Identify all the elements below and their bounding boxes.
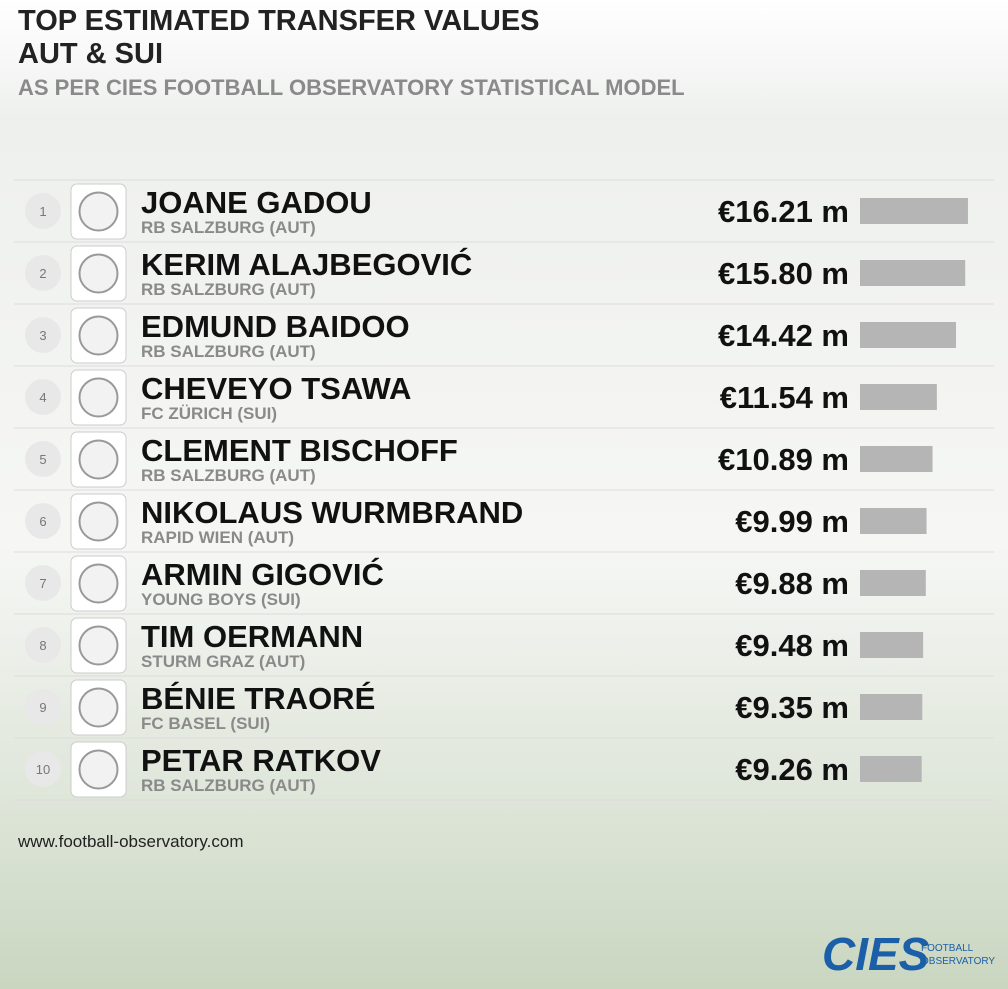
value-label: €9.35 m [735, 690, 849, 725]
club-name: RB SALZBURG (AUT) [141, 342, 316, 361]
rank: 6 [39, 514, 46, 529]
value-label: €15.80 m [718, 256, 849, 291]
bar [860, 570, 926, 596]
club-badge-icon [78, 439, 119, 480]
rank-circle [25, 441, 61, 477]
bar [860, 260, 966, 286]
club-name: RB SALZBURG (AUT) [141, 466, 316, 485]
club-badge-icon [78, 749, 119, 790]
club-name: STURM GRAZ (AUT) [141, 652, 305, 671]
value-label: €16.21 m [718, 194, 849, 229]
value-label: €11.54 m [720, 380, 849, 415]
value-label: €9.26 m [735, 752, 849, 787]
rank: 10 [36, 762, 50, 777]
rank-circle [25, 689, 61, 725]
player-name: NIKOLAUS WURMBRAND [141, 495, 523, 530]
subtitle: AS PER CIES FOOTBALL OBSERVATORY STATIST… [18, 75, 685, 100]
title: TOP ESTIMATED TRANSFER VALUES [18, 5, 540, 37]
title: AUT & SUI [18, 38, 163, 70]
club-badge-icon [78, 687, 119, 728]
value-label: €9.48 m [735, 628, 849, 663]
logo-text: OBSERVATORY [921, 956, 995, 967]
player-name: CHEVEYO TSAWA [141, 371, 411, 406]
value-label: €9.99 m [735, 504, 849, 539]
rank: 2 [39, 266, 46, 281]
club-name: RB SALZBURG (AUT) [141, 776, 316, 795]
rank: 3 [39, 328, 46, 343]
club-badge-icon [78, 191, 119, 232]
rank-circle [25, 503, 61, 539]
club-name: FC BASEL (SUI) [141, 714, 270, 733]
bar [860, 508, 927, 534]
rank-circle [25, 317, 61, 353]
rank: 4 [39, 390, 46, 405]
club-badge-icon [78, 253, 119, 294]
player-name: ARMIN GIGOVIĆ [141, 556, 384, 592]
bar [860, 384, 937, 410]
bar [860, 756, 922, 782]
bar [860, 198, 968, 224]
bar [860, 632, 924, 658]
rank: 5 [39, 452, 46, 467]
rank-circle [25, 751, 61, 787]
rank: 7 [39, 576, 46, 591]
player-name: CLEMENT BISCHOFF [141, 433, 458, 468]
player-name: PETAR RATKOV [141, 743, 381, 778]
bar [860, 322, 957, 348]
value-label: €9.88 m [735, 566, 849, 601]
logo: CIES [822, 928, 930, 980]
club-name: FC ZÜRICH (SUI) [141, 404, 277, 423]
club-badge-icon [78, 315, 119, 356]
value-label: €10.89 m [718, 442, 849, 477]
rank-circle [25, 565, 61, 601]
club-badge-icon [78, 625, 119, 666]
rank-circle [25, 193, 61, 229]
bar [860, 446, 933, 472]
club-name: RB SALZBURG (AUT) [141, 280, 316, 299]
footer-url: www.football-observatory.com [17, 832, 244, 851]
rank: 9 [39, 700, 46, 715]
player-name: EDMUND BAIDOO [141, 309, 410, 344]
rank: 1 [39, 204, 46, 219]
rank-circle [25, 627, 61, 663]
club-badge-icon [78, 563, 119, 604]
rank-circle [25, 255, 61, 291]
player-name: KERIM ALAJBEGOVIĆ [141, 246, 472, 282]
club-name: YOUNG BOYS (SUI) [141, 590, 301, 609]
club-badge-icon [78, 377, 119, 418]
rank: 8 [39, 638, 46, 653]
value-label: €14.42 m [718, 318, 849, 353]
club-name: RB SALZBURG (AUT) [141, 218, 316, 237]
player-name: TIM OERMANN [141, 619, 363, 654]
logo-text: FOOTBALL [921, 943, 974, 954]
bar [860, 694, 923, 720]
player-name: JOANE GADOU [141, 185, 372, 220]
club-badge-icon [78, 501, 119, 542]
player-name: BÉNIE TRAORÉ [141, 681, 375, 716]
club-name: RAPID WIEN (AUT) [141, 528, 294, 547]
rank-circle [25, 379, 61, 415]
